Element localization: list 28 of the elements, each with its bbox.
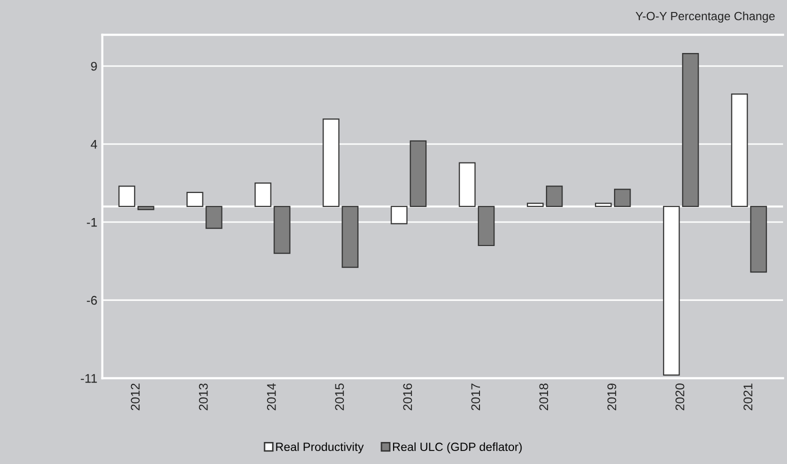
x-tick-label: 2015 bbox=[335, 384, 344, 410]
legend-label: Real Productivity bbox=[276, 442, 364, 454]
y-tick-label: 4 bbox=[90, 140, 98, 149]
x-tick-label: 2018 bbox=[539, 384, 548, 410]
y-tick-label: -11 bbox=[80, 374, 97, 383]
x-tick-label: 2021 bbox=[744, 384, 752, 410]
y-tick-label: -1 bbox=[86, 218, 97, 227]
y-tick-label: -6 bbox=[86, 296, 97, 305]
bar bbox=[478, 206, 495, 246]
y-tick-label: 9 bbox=[91, 62, 97, 71]
x-tick-label: 2019 bbox=[607, 384, 616, 410]
x-tick-label: 2020 bbox=[675, 384, 684, 410]
bar bbox=[546, 186, 563, 208]
x-tick-label: 2016 bbox=[403, 384, 412, 410]
text: Y-O-Y Percentage Change bbox=[636, 12, 775, 23]
x-tick-label: 2017 bbox=[471, 384, 480, 410]
bar bbox=[750, 206, 767, 273]
x-tick-label: 2014 bbox=[267, 383, 276, 410]
x-tick-label: 2012 bbox=[130, 384, 140, 410]
bar bbox=[614, 188, 631, 208]
legend-label: Real ULC (GDP deflator) bbox=[393, 442, 522, 454]
bar bbox=[137, 206, 154, 210]
bar bbox=[682, 52, 699, 208]
bar bbox=[206, 206, 222, 229]
bar bbox=[274, 206, 290, 254]
x-tick-label: 2013 bbox=[198, 384, 208, 410]
bar bbox=[410, 140, 427, 208]
bar bbox=[342, 206, 358, 268]
